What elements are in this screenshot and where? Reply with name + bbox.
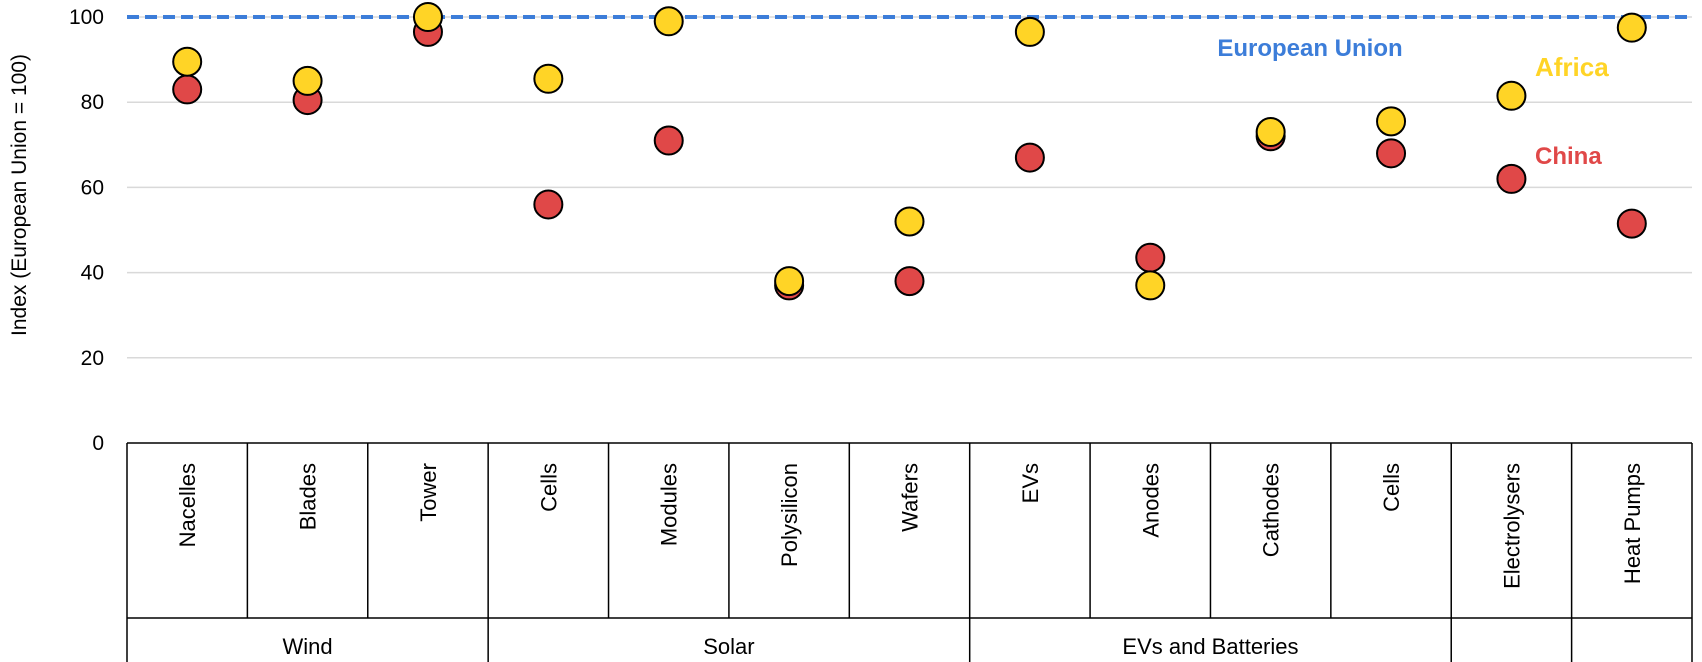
y-tick-40: 40 xyxy=(81,262,104,285)
category-label: Blades xyxy=(296,463,321,530)
point-africa xyxy=(1496,80,1527,111)
point-africa xyxy=(533,63,564,94)
point-china xyxy=(1376,138,1407,169)
point-china xyxy=(533,189,564,220)
point-africa xyxy=(172,46,203,77)
category-label: Cells xyxy=(536,463,561,512)
category-label: Cathodes xyxy=(1259,463,1284,557)
y-tick-labels: 0 20 40 60 80 100 xyxy=(69,6,104,455)
y-axis-label: Index (European Union = 100) xyxy=(8,54,31,336)
y-tick-60: 60 xyxy=(81,176,104,199)
point-china xyxy=(1496,163,1527,194)
category-label: Wafers xyxy=(898,463,923,532)
category-label: Polysilicon xyxy=(777,463,802,567)
point-africa xyxy=(1616,12,1647,43)
y-tick-0: 0 xyxy=(92,432,104,455)
group-label: Solar xyxy=(703,634,754,659)
category-label: Electrolysers xyxy=(1499,463,1524,589)
category-label: Heat Pumps xyxy=(1620,463,1645,584)
group-label: EVs and Batteries xyxy=(1122,634,1298,659)
point-africa xyxy=(1135,270,1166,301)
data-points xyxy=(172,2,1647,301)
series-labels: European Union Africa China xyxy=(1217,35,1609,170)
label-africa: Africa xyxy=(1535,52,1609,82)
point-china xyxy=(653,125,684,156)
point-china xyxy=(894,266,925,297)
category-label: Tower xyxy=(416,463,441,522)
point-china xyxy=(1135,242,1166,273)
point-africa xyxy=(292,65,323,96)
gridlines xyxy=(127,16,1692,359)
label-china: China xyxy=(1535,143,1602,170)
category-label: Cells xyxy=(1379,463,1404,512)
label-european-union: European Union xyxy=(1217,35,1402,62)
point-africa xyxy=(653,6,684,37)
y-tick-20: 20 xyxy=(81,347,104,370)
category-axis: Nacelles Blades Tower Cells Modules Polysilic… xyxy=(126,442,1693,662)
point-africa xyxy=(1255,117,1286,148)
category-label: Nacelles xyxy=(175,463,200,547)
category-label: EVs xyxy=(1018,463,1043,503)
point-africa xyxy=(1376,106,1407,137)
y-tick-100: 100 xyxy=(69,6,104,29)
point-africa xyxy=(894,206,925,237)
point-africa xyxy=(1014,16,1045,47)
y-tick-80: 80 xyxy=(81,91,104,114)
category-label: Modules xyxy=(657,463,682,546)
point-africa xyxy=(774,266,805,297)
group-label: Wind xyxy=(283,634,333,659)
category-label: Anodes xyxy=(1138,463,1163,538)
point-china xyxy=(172,74,203,105)
point-africa xyxy=(412,2,443,32)
point-china xyxy=(1616,208,1647,239)
point-china xyxy=(1014,142,1045,173)
